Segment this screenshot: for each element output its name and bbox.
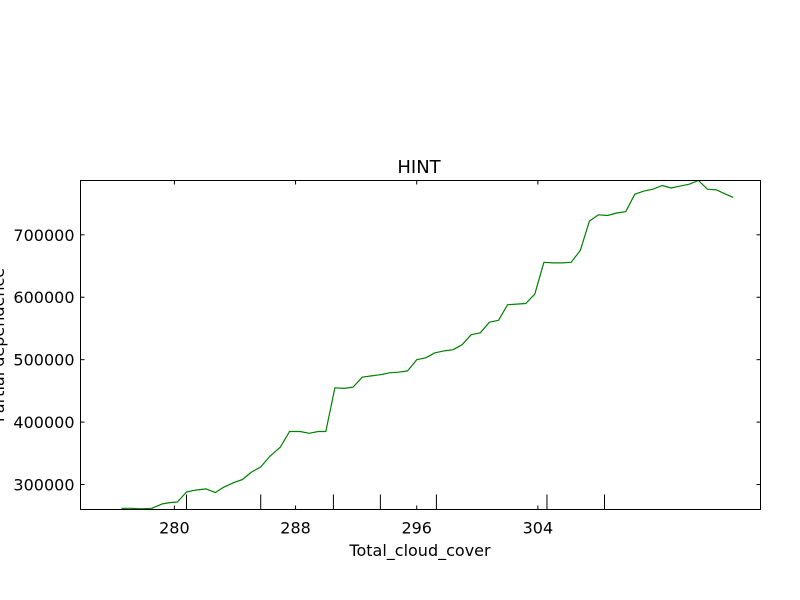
x-tick-label: 296 [401,519,432,538]
x-tick-label: 304 [523,519,554,538]
x-axis-ticks: 280 288 296 304 [159,180,554,538]
series-line [121,179,734,510]
x-tick-label: 280 [159,519,190,538]
y-tick-label: 300000 [13,476,74,495]
y-tick-label: 600000 [13,288,74,307]
x-axis-label: Total_cloud_cover [348,541,491,561]
decile-marks [186,494,606,510]
plot-area [80,180,761,510]
chart-title: HINT [397,157,441,178]
y-tick-label: 400000 [13,413,74,432]
y-axis-label: Partial dependence [0,268,8,422]
plot-frame [80,180,761,510]
x-tick-label: 288 [280,519,311,538]
y-tick-label: 500000 [13,351,74,370]
y-axis-ticks: 300000 400000 500000 600000 700000 [13,226,761,495]
y-tick-label: 700000 [13,226,74,245]
series-layer [121,179,734,510]
